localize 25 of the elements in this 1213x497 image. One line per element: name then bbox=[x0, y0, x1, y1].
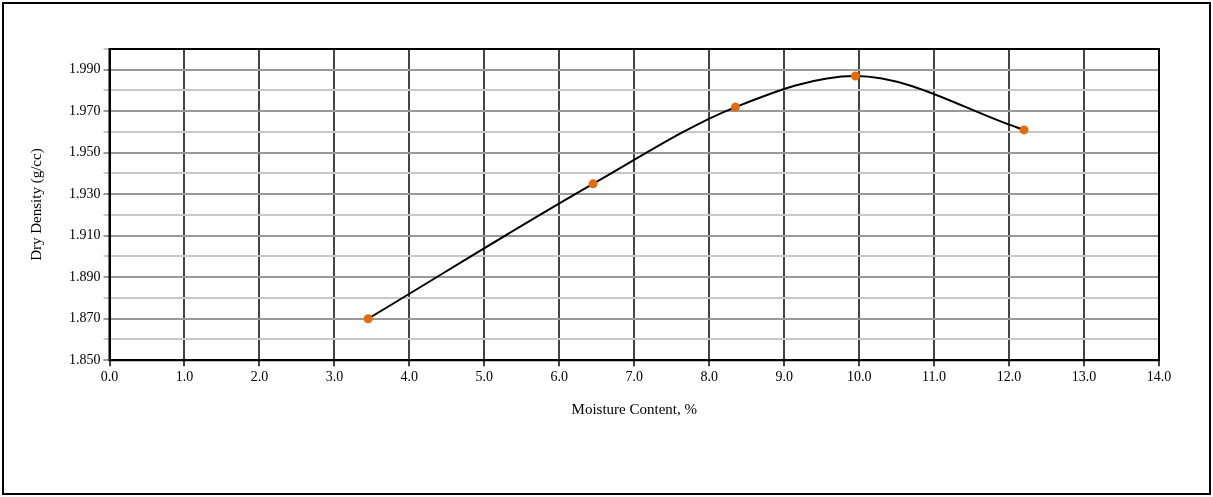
y-tick-label: 1.950 bbox=[69, 144, 101, 160]
y-tick-label: 1.870 bbox=[69, 310, 101, 326]
x-tick-label: 3.0 bbox=[325, 369, 344, 385]
x-tick-label: 5.0 bbox=[475, 369, 494, 385]
x-tick-label: 11.0 bbox=[922, 369, 947, 385]
x-tick-label: 10.0 bbox=[846, 369, 872, 385]
y-axis-title: Dry Density (g/cc) bbox=[27, 148, 45, 261]
x-tick-label: 12.0 bbox=[996, 369, 1022, 385]
y-tick-label: 1.930 bbox=[69, 185, 101, 201]
x-tick-label: 8.0 bbox=[700, 369, 718, 385]
x-tick-label: 4.0 bbox=[400, 369, 419, 385]
x-tick-label: 2.0 bbox=[250, 369, 269, 385]
y-tick-label: 1.890 bbox=[69, 268, 101, 284]
x-axis-title: Moisture Content, % bbox=[571, 400, 697, 417]
y-tick-label: 1.850 bbox=[69, 351, 101, 367]
x-tick-label: 9.0 bbox=[775, 369, 793, 385]
x-tick-label: 1.0 bbox=[175, 369, 194, 385]
y-tick-label: 1.970 bbox=[69, 102, 101, 118]
y-tick-label: 1.910 bbox=[69, 227, 101, 243]
x-tick-label: 14.0 bbox=[1146, 369, 1172, 385]
y-tick-label: 1.990 bbox=[69, 61, 101, 77]
x-tick-label: 13.0 bbox=[1071, 369, 1097, 385]
x-tick-label: 6.0 bbox=[550, 369, 569, 385]
x-tick-label: 0.0 bbox=[100, 369, 119, 385]
x-tick-label: 7.0 bbox=[625, 369, 643, 385]
